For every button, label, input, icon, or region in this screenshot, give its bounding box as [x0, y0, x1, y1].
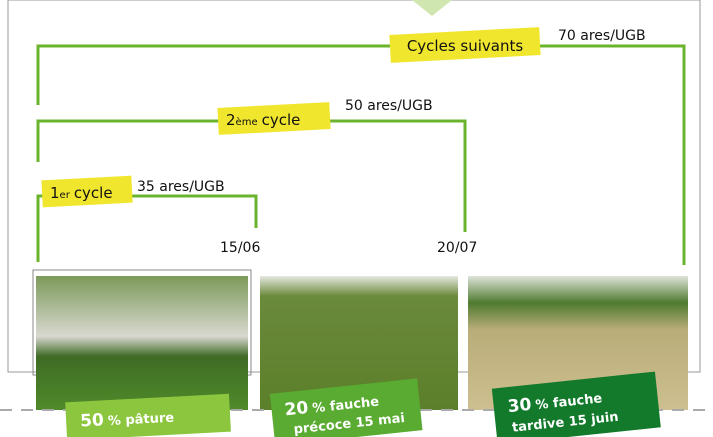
area: 70 ares/UGB: [558, 28, 646, 44]
label-text: 50% pâture: [80, 407, 175, 432]
photo-label: 50% pâture: [65, 393, 231, 437]
label: Cycles suivants: [407, 37, 524, 55]
bracket: [36, 119, 467, 232]
text: % fauche: [312, 395, 380, 417]
label-box: [389, 27, 541, 63]
label-text: 20% fauche: [284, 391, 380, 421]
bracket: [36, 44, 686, 265]
label: 1er cycle: [50, 184, 113, 202]
area: 35 ares/UGB: [137, 179, 225, 195]
number: 2: [226, 111, 236, 129]
text: % pâture: [108, 411, 175, 429]
label-box: [491, 371, 661, 437]
label-box: [217, 102, 331, 135]
number: 1: [50, 184, 60, 202]
word: cycle: [262, 111, 301, 129]
bracket: [36, 194, 258, 262]
photo-label: 20% fauche précoce 15 mai: [269, 378, 423, 437]
arrow: [412, 0, 452, 16]
date: 15/06: [220, 240, 260, 256]
percent: 20: [284, 398, 310, 420]
label: 2ème cycle: [226, 111, 300, 129]
label-box: [269, 378, 423, 437]
suffix: er: [60, 190, 71, 201]
label-box: [65, 393, 231, 437]
word: cycle: [74, 184, 113, 202]
area: 50 ares/UGB: [345, 98, 433, 114]
text: % fauche: [535, 391, 603, 413]
suffix: ème: [236, 116, 258, 128]
date: 20/07: [437, 240, 477, 256]
photo-label: 30% fauche tardive 15 juin: [491, 371, 661, 437]
percent: 30: [507, 395, 533, 417]
label-text: 30% fauche: [507, 387, 603, 417]
label-box: [41, 175, 133, 208]
percent: 50: [80, 410, 105, 431]
photo: [36, 276, 248, 410]
